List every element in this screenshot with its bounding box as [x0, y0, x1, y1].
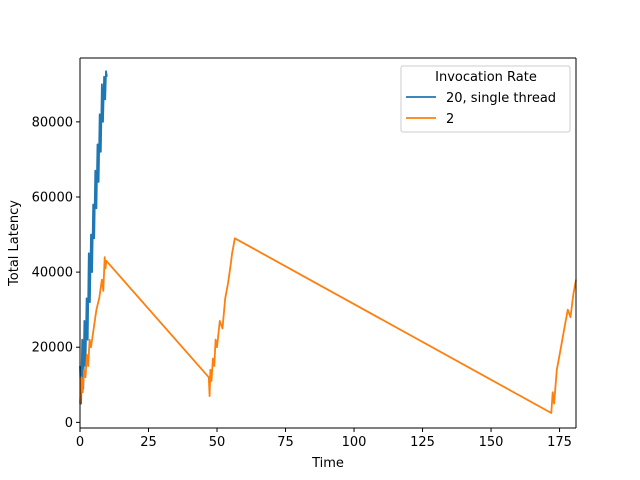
x-tick-label: 100 — [342, 435, 367, 450]
x-tick-label: 175 — [547, 435, 572, 450]
legend: Invocation Rate 20, single thread 2 — [400, 65, 571, 133]
y-tick-label: 20000 — [32, 341, 73, 356]
legend-label-series-2: 2 — [446, 112, 454, 127]
axes — [79, 57, 577, 429]
legend-box — [400, 65, 571, 133]
x-tick-label: 75 — [277, 435, 294, 450]
y-axis-label: Total Latency — [7, 200, 22, 287]
x-tick-label: 0 — [76, 435, 84, 450]
series-lines — [79, 70, 577, 414]
y-tick-label: 80000 — [32, 115, 73, 130]
x-tick-label: 150 — [479, 435, 504, 450]
legend-label-series-1: 20, single thread — [446, 91, 556, 106]
ticks: 0 25 50 75 100 125 150 175 0 20000 40000 60000 80000 — [32, 115, 572, 450]
x-tick-label: 125 — [410, 435, 435, 450]
y-tick-label: 60000 — [32, 190, 73, 205]
y-tick-label: 0 — [65, 416, 73, 431]
y-tick-label: 40000 — [32, 266, 73, 281]
series-line-1 — [79, 70, 108, 405]
x-axis-label: Time — [311, 456, 344, 471]
legend-title: Invocation Rate — [435, 70, 537, 85]
series-line-2 — [79, 237, 577, 414]
x-tick-label: 25 — [140, 435, 157, 450]
x-tick-label: 50 — [209, 435, 226, 450]
